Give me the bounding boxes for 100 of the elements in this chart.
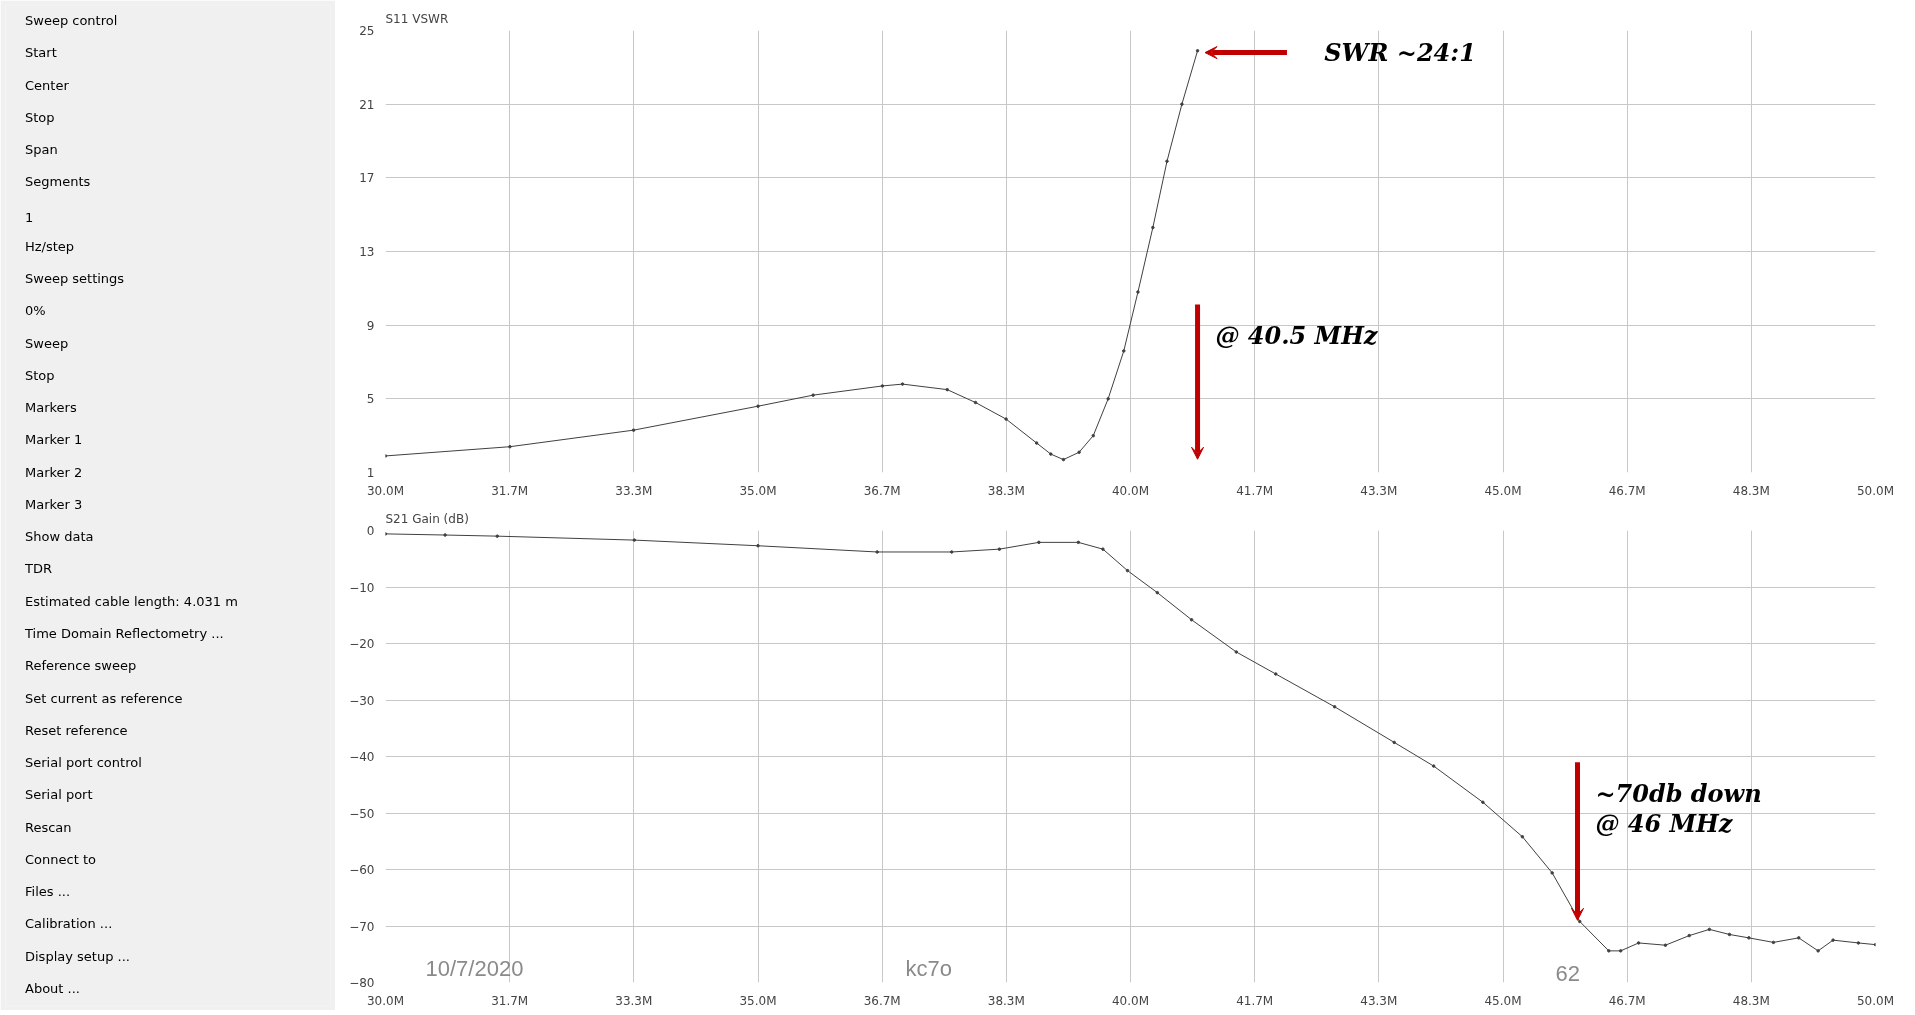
annotation: 62 [1555, 960, 1580, 986]
point [997, 547, 1002, 551]
text: Reference sweep [25, 658, 137, 674]
y-tick-label: 13 [359, 245, 375, 259]
point [811, 393, 815, 397]
y-tick-label: 9 [366, 318, 375, 333]
y-tick-label: −30 [349, 693, 375, 708]
x-tick-label: 43.3M [1360, 483, 1398, 498]
y-tick-label: 21 [359, 97, 375, 112]
text: Serial port [25, 787, 93, 803]
annotation: kc7o [905, 955, 952, 981]
text: Calibration ... [25, 916, 113, 932]
point [949, 550, 954, 554]
x-tick-label: 36.7M [863, 483, 901, 498]
text: Sweep settings [25, 271, 125, 287]
point [1727, 932, 1732, 937]
point [1101, 547, 1105, 551]
x-tick-label: 31.7M [491, 993, 529, 1008]
point [1034, 441, 1039, 445]
text: Sweep control [25, 13, 118, 29]
point [1618, 949, 1623, 953]
text: Reset reference [25, 722, 128, 738]
annotation: 10/7/2020 [425, 955, 524, 981]
point [1607, 949, 1611, 953]
point [1195, 49, 1200, 53]
point [632, 538, 637, 542]
text: About ... [25, 980, 80, 996]
x-tick-label: 40.0M [1111, 483, 1150, 498]
point [1234, 650, 1239, 654]
point [1076, 540, 1081, 545]
point [1091, 433, 1095, 438]
y-tick-label: −60 [349, 863, 375, 877]
point [631, 428, 636, 432]
point [1189, 618, 1194, 622]
x-tick-label: 40.0M [1111, 993, 1150, 1008]
point [1077, 450, 1081, 454]
x-tick-label: 46.7M [1608, 483, 1646, 498]
text: Span [25, 142, 58, 158]
text: TDR [24, 561, 52, 577]
y-tick-label: 5 [366, 392, 375, 407]
x-tick-label: 36.7M [863, 993, 901, 1008]
point [1274, 672, 1278, 676]
point [1151, 225, 1155, 230]
x-tick-label: 33.3M [615, 993, 653, 1008]
x-tick-label: 48.3M [1732, 993, 1770, 1008]
point [945, 387, 949, 392]
text: Marker 1 [25, 432, 83, 448]
point [1577, 919, 1582, 924]
text: Set current as reference [25, 690, 183, 706]
text: Center [25, 77, 70, 93]
x-tick-label: 43.3M [1360, 993, 1398, 1008]
text: Hz/step [25, 238, 75, 254]
point [973, 400, 978, 405]
point [1481, 800, 1485, 805]
x-tick-label: 35.0M [739, 483, 777, 498]
chart-title: S11 VSWR [385, 11, 449, 26]
y-tick-label: −50 [349, 806, 375, 821]
text: Segments [25, 174, 91, 190]
point [756, 544, 760, 548]
y-tick-label: 1 [366, 466, 375, 480]
point [1707, 927, 1712, 932]
point [443, 533, 447, 537]
point [1831, 938, 1835, 942]
point [1636, 941, 1641, 945]
x-tick-label: 50.0M [1856, 483, 1895, 498]
annotation: SWR ~24:1 [1324, 38, 1476, 68]
x-tick-label: 41.7M [1236, 483, 1274, 498]
x-tick-label: 33.3M [615, 483, 653, 498]
point [1392, 740, 1396, 745]
annotation: @ 40.5 MHz [1215, 320, 1379, 350]
point [900, 382, 905, 386]
x-tick-label: 30.0M [366, 483, 405, 498]
y-tick-label: 0 [366, 524, 375, 538]
text: Sweep [25, 335, 69, 351]
text: Marker 3 [25, 496, 83, 512]
x-tick-label: 31.7M [491, 483, 529, 498]
x-tick-label: 45.0M [1484, 483, 1522, 498]
text: Estimated cable length: 4.031 m [25, 593, 238, 609]
x-tick-label: 50.0M [1856, 993, 1895, 1008]
point [1155, 590, 1160, 595]
x-tick-label: 45.0M [1484, 993, 1522, 1008]
point [1049, 452, 1053, 456]
point [1816, 949, 1820, 953]
text: Show data [25, 529, 94, 545]
point [875, 550, 879, 554]
text: Rescan [25, 819, 72, 835]
y-tick-label: 25 [359, 24, 375, 38]
text: Connect to [25, 851, 96, 867]
point [880, 384, 885, 388]
point [1663, 943, 1668, 947]
point [1180, 102, 1184, 106]
text: Stop [25, 367, 55, 383]
text: Markers [25, 400, 77, 416]
x-tick-label: 48.3M [1732, 483, 1770, 498]
y-tick-label: −40 [349, 750, 375, 764]
text: Time Domain Reflectometry ... [24, 625, 224, 641]
y-tick-label: −10 [349, 580, 375, 595]
point [1687, 933, 1691, 938]
point [508, 444, 512, 449]
point [1136, 290, 1140, 294]
